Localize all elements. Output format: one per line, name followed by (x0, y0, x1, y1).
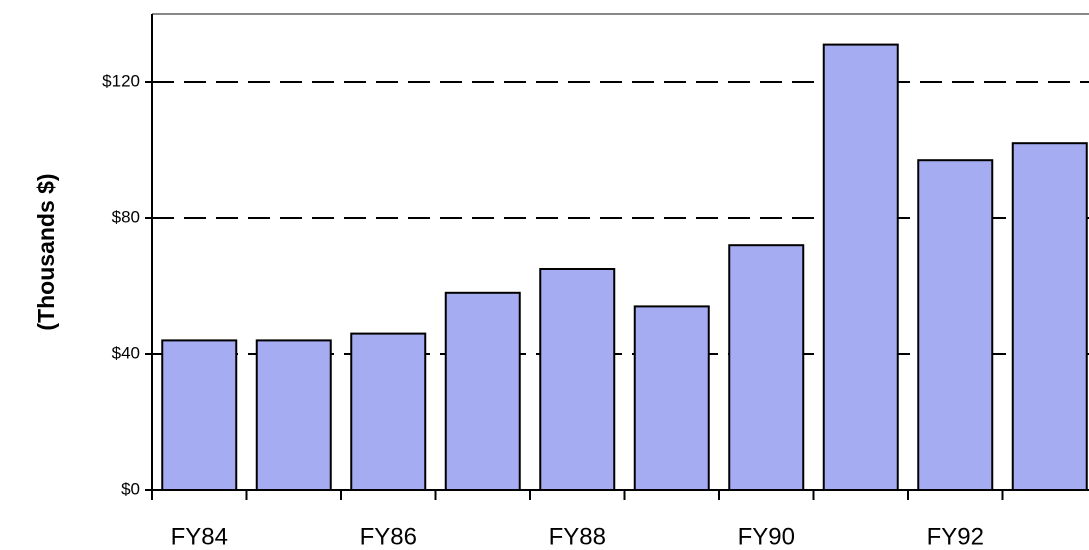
bar (822, 43, 899, 491)
y-axis-label: (Thousands $) (33, 173, 59, 330)
y-tick-label: $40 (112, 343, 140, 362)
bar (255, 339, 332, 491)
bar (444, 291, 521, 491)
bar (161, 339, 238, 491)
bar (539, 268, 616, 491)
x-tick-label: FY92 (927, 523, 984, 550)
bar (633, 305, 710, 491)
bar (917, 159, 994, 491)
y-tick-label: $80 (112, 207, 140, 226)
y-tick-label: $0 (121, 479, 140, 498)
x-tick-label: FY84 (171, 523, 228, 550)
bar (350, 332, 427, 491)
x-tick-label: FY90 (738, 523, 795, 550)
y-tick-label: $120 (102, 71, 140, 90)
x-tick-label: FY86 (360, 523, 417, 550)
bar (728, 244, 805, 491)
bar (1011, 142, 1088, 491)
x-tick-label: FY88 (549, 523, 606, 550)
